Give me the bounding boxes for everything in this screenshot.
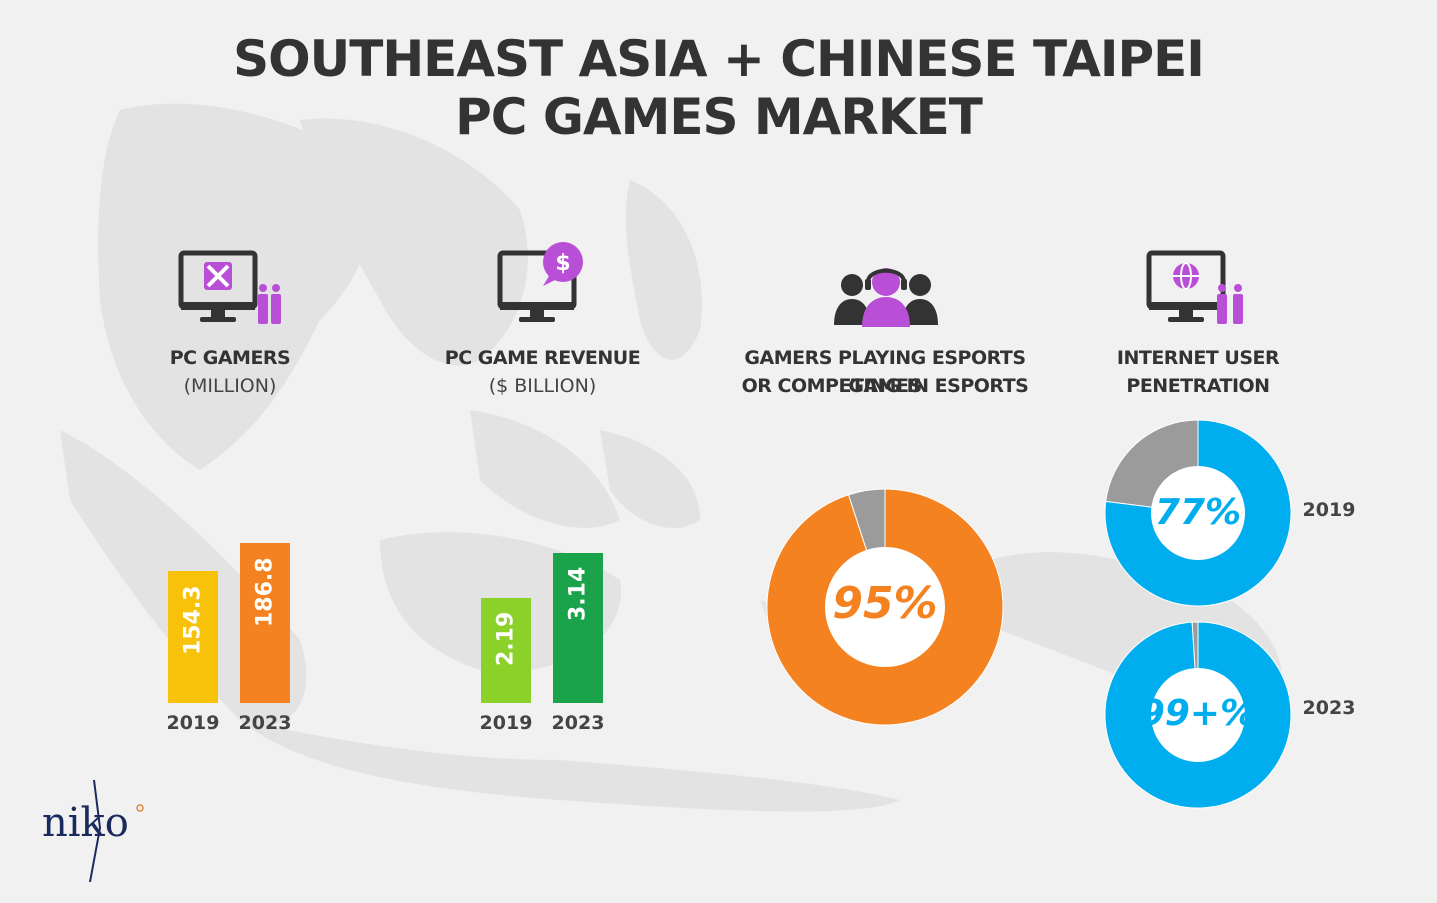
niko-logo-text: niko: [42, 800, 129, 846]
pc-gamers-sublabel: (MILLION): [183, 375, 277, 397]
bar-revenue-2023: 3.14: [553, 553, 603, 703]
internet-donut-2023: [1104, 621, 1292, 809]
bar-value-label: 186.8: [252, 557, 278, 627]
internet-2019-percent-label: 77%: [1154, 492, 1242, 533]
title-line-1: SOUTHEAST ASIA + CHINESE TAIPEI: [233, 30, 1205, 88]
pc-revenue-label: PC GAME REVENUE: [444, 347, 641, 369]
bar-gamers-2019: 154.3: [168, 571, 218, 703]
monitor-globe-people-icon: [1146, 250, 1243, 324]
esports-donut-chart: [766, 488, 1004, 726]
svg-text:$: $: [555, 251, 570, 276]
niko-logo: niko: [42, 800, 129, 846]
monitor-dollar-icon: $: [497, 242, 583, 322]
tick-label: 2019: [166, 712, 220, 734]
bar-value-label: 154.3: [180, 585, 206, 655]
bar-value-label: 3.14: [565, 567, 591, 622]
tick-label: 2019: [479, 712, 533, 734]
internet-year-2019: 2019: [1302, 499, 1356, 521]
donut-hole: [1151, 466, 1245, 560]
donut-hole: [825, 547, 945, 667]
internet-year-2023: 2023: [1302, 697, 1356, 719]
internet-donut-2019: [1104, 419, 1292, 607]
tick-label: 2023: [238, 712, 292, 734]
bar-value-label: 2.19: [493, 612, 519, 667]
monitor-swords-people-icon: [178, 250, 281, 324]
pc-gamers-label: PC GAMERS: [169, 347, 291, 369]
internet-label-line-2: PENETRATION: [1126, 375, 1270, 397]
esports-label-line-1: GAMERS PLAYING ESPORTS GAMES: [744, 347, 1026, 397]
headset-crowd-icon: [834, 268, 938, 327]
bar-revenue-2019: 2.19: [481, 598, 531, 703]
internet-2023-percent-label: 99+%: [1139, 693, 1257, 734]
esports-percent-label: 95%: [832, 578, 938, 629]
niko-logo-mark: [89, 779, 144, 883]
page-title: SOUTHEAST ASIA + CHINESE TAIPEI PC GAMES…: [0, 30, 1437, 146]
internet-label-line-1: INTERNET USER: [1116, 347, 1280, 369]
bar-gamers-2023: 186.8: [240, 543, 290, 703]
tick-label: 2023: [551, 712, 605, 734]
donut-hole: [1151, 668, 1245, 762]
pc-revenue-sublabel: ($ BILLION): [488, 375, 597, 397]
esports-label-line-2: OR COMPETING IN ESPORTS: [741, 375, 1029, 397]
title-line-2: PC GAMES MARKET: [455, 88, 983, 146]
